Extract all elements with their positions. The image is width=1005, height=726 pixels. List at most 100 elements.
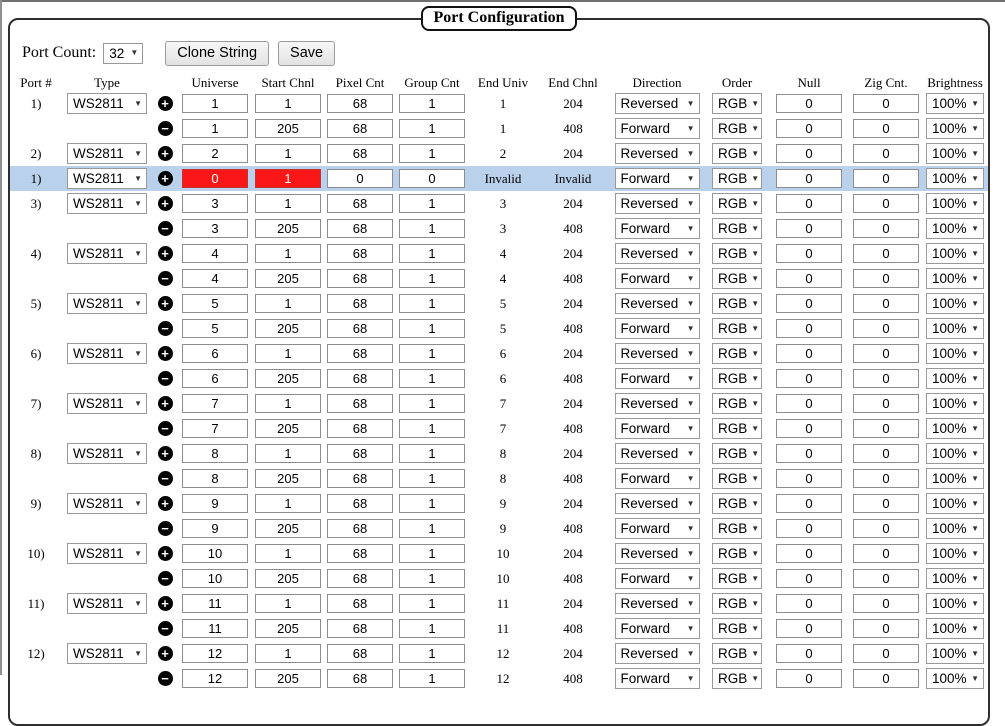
null-input[interactable] bbox=[776, 319, 842, 338]
brightness-select[interactable]: 100% ▼ bbox=[926, 218, 984, 239]
order-select[interactable]: RGB ▼ bbox=[712, 293, 762, 314]
group-cnt-input[interactable] bbox=[399, 344, 465, 363]
group-cnt-input[interactable] bbox=[399, 669, 465, 688]
zig-cnt-input[interactable] bbox=[853, 394, 919, 413]
universe-input[interactable] bbox=[182, 319, 248, 338]
pixel-cnt-input[interactable] bbox=[327, 394, 393, 413]
group-cnt-input[interactable] bbox=[399, 169, 465, 188]
zig-cnt-input[interactable] bbox=[853, 94, 919, 113]
universe-input[interactable] bbox=[182, 669, 248, 688]
group-cnt-input[interactable] bbox=[399, 569, 465, 588]
group-cnt-input[interactable] bbox=[399, 119, 465, 138]
direction-select[interactable]: Reversed ▼ bbox=[614, 143, 700, 164]
direction-select[interactable]: Reversed ▼ bbox=[614, 543, 700, 564]
direction-select[interactable]: Reversed ▼ bbox=[614, 443, 700, 464]
type-select[interactable]: WS2811 ▼ bbox=[67, 243, 147, 264]
brightness-select[interactable]: 100% ▼ bbox=[926, 168, 984, 189]
direction-select[interactable]: Reversed ▼ bbox=[614, 593, 700, 614]
start-chnl-input[interactable] bbox=[255, 119, 321, 138]
brightness-select[interactable]: 100% ▼ bbox=[926, 93, 984, 114]
zig-cnt-input[interactable] bbox=[853, 319, 919, 338]
remove-string-icon[interactable]: − bbox=[157, 470, 173, 486]
type-select[interactable]: WS2811 ▼ bbox=[67, 143, 147, 164]
add-string-icon[interactable]: + bbox=[157, 295, 173, 311]
group-cnt-input[interactable] bbox=[399, 494, 465, 513]
null-input[interactable] bbox=[776, 619, 842, 638]
zig-cnt-input[interactable] bbox=[853, 469, 919, 488]
start-chnl-input[interactable] bbox=[255, 194, 321, 213]
start-chnl-input[interactable] bbox=[255, 169, 321, 188]
pixel-cnt-input[interactable] bbox=[327, 144, 393, 163]
group-cnt-input[interactable] bbox=[399, 619, 465, 638]
null-input[interactable] bbox=[776, 119, 842, 138]
start-chnl-input[interactable] bbox=[255, 394, 321, 413]
universe-input[interactable] bbox=[182, 394, 248, 413]
null-input[interactable] bbox=[776, 169, 842, 188]
zig-cnt-input[interactable] bbox=[853, 144, 919, 163]
zig-cnt-input[interactable] bbox=[853, 169, 919, 188]
universe-input[interactable] bbox=[182, 169, 248, 188]
universe-input[interactable] bbox=[182, 144, 248, 163]
add-string-icon[interactable]: + bbox=[157, 595, 173, 611]
type-select[interactable]: WS2811 ▼ bbox=[67, 293, 147, 314]
null-input[interactable] bbox=[776, 244, 842, 263]
order-select[interactable]: RGB ▼ bbox=[712, 468, 762, 489]
type-select[interactable]: WS2811 ▼ bbox=[67, 393, 147, 414]
direction-select[interactable]: Forward ▼ bbox=[614, 668, 700, 689]
direction-select[interactable]: Reversed ▼ bbox=[614, 243, 700, 264]
null-input[interactable] bbox=[776, 394, 842, 413]
brightness-select[interactable]: 100% ▼ bbox=[926, 293, 984, 314]
pixel-cnt-input[interactable] bbox=[327, 669, 393, 688]
direction-select[interactable]: Forward ▼ bbox=[614, 218, 700, 239]
group-cnt-input[interactable] bbox=[399, 244, 465, 263]
type-select[interactable]: WS2811 ▼ bbox=[67, 168, 147, 189]
universe-input[interactable] bbox=[182, 444, 248, 463]
zig-cnt-input[interactable] bbox=[853, 569, 919, 588]
remove-string-icon[interactable]: − bbox=[157, 120, 173, 136]
universe-input[interactable] bbox=[182, 369, 248, 388]
order-select[interactable]: RGB ▼ bbox=[712, 93, 762, 114]
direction-select[interactable]: Reversed ▼ bbox=[614, 293, 700, 314]
zig-cnt-input[interactable] bbox=[853, 119, 919, 138]
pixel-cnt-input[interactable] bbox=[327, 294, 393, 313]
pixel-cnt-input[interactable] bbox=[327, 569, 393, 588]
group-cnt-input[interactable] bbox=[399, 319, 465, 338]
universe-input[interactable] bbox=[182, 544, 248, 563]
pixel-cnt-input[interactable] bbox=[327, 594, 393, 613]
universe-input[interactable] bbox=[182, 519, 248, 538]
group-cnt-input[interactable] bbox=[399, 419, 465, 438]
remove-string-icon[interactable]: − bbox=[157, 620, 173, 636]
null-input[interactable] bbox=[776, 519, 842, 538]
order-select[interactable]: RGB ▼ bbox=[712, 318, 762, 339]
universe-input[interactable] bbox=[182, 569, 248, 588]
brightness-select[interactable]: 100% ▼ bbox=[926, 318, 984, 339]
pixel-cnt-input[interactable] bbox=[327, 419, 393, 438]
brightness-select[interactable]: 100% ▼ bbox=[926, 443, 984, 464]
group-cnt-input[interactable] bbox=[399, 394, 465, 413]
null-input[interactable] bbox=[776, 369, 842, 388]
universe-input[interactable] bbox=[182, 294, 248, 313]
order-select[interactable]: RGB ▼ bbox=[712, 518, 762, 539]
add-string-icon[interactable]: + bbox=[157, 545, 173, 561]
null-input[interactable] bbox=[776, 294, 842, 313]
null-input[interactable] bbox=[776, 594, 842, 613]
group-cnt-input[interactable] bbox=[399, 594, 465, 613]
brightness-select[interactable]: 100% ▼ bbox=[926, 118, 984, 139]
remove-string-icon[interactable]: − bbox=[157, 320, 173, 336]
null-input[interactable] bbox=[776, 544, 842, 563]
universe-input[interactable] bbox=[182, 469, 248, 488]
direction-select[interactable]: Forward ▼ bbox=[614, 268, 700, 289]
start-chnl-input[interactable] bbox=[255, 344, 321, 363]
order-select[interactable]: RGB ▼ bbox=[712, 593, 762, 614]
direction-select[interactable]: Forward ▼ bbox=[614, 618, 700, 639]
remove-string-icon[interactable]: − bbox=[157, 220, 173, 236]
order-select[interactable]: RGB ▼ bbox=[712, 143, 762, 164]
null-input[interactable] bbox=[776, 494, 842, 513]
universe-input[interactable] bbox=[182, 94, 248, 113]
null-input[interactable] bbox=[776, 669, 842, 688]
direction-select[interactable]: Forward ▼ bbox=[614, 168, 700, 189]
pixel-cnt-input[interactable] bbox=[327, 519, 393, 538]
group-cnt-input[interactable] bbox=[399, 144, 465, 163]
type-select[interactable]: WS2811 ▼ bbox=[67, 543, 147, 564]
null-input[interactable] bbox=[776, 269, 842, 288]
